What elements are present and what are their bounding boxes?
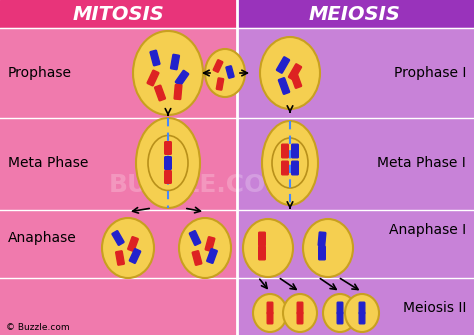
Text: Prophase: Prophase	[8, 66, 72, 80]
FancyBboxPatch shape	[207, 249, 217, 263]
FancyBboxPatch shape	[216, 78, 224, 90]
FancyBboxPatch shape	[282, 144, 288, 158]
Ellipse shape	[323, 294, 357, 332]
FancyBboxPatch shape	[291, 72, 301, 88]
Ellipse shape	[102, 218, 154, 278]
FancyBboxPatch shape	[292, 144, 298, 158]
Ellipse shape	[345, 294, 379, 332]
FancyBboxPatch shape	[190, 231, 201, 245]
Ellipse shape	[283, 294, 317, 332]
Text: Meta Phase: Meta Phase	[8, 156, 88, 170]
FancyBboxPatch shape	[259, 246, 265, 260]
Text: Prophase I: Prophase I	[393, 66, 466, 80]
FancyBboxPatch shape	[213, 60, 223, 72]
FancyBboxPatch shape	[278, 78, 290, 94]
Text: Anaphase: Anaphase	[8, 231, 77, 245]
FancyBboxPatch shape	[155, 85, 165, 101]
FancyBboxPatch shape	[175, 70, 189, 86]
FancyBboxPatch shape	[205, 237, 215, 251]
FancyBboxPatch shape	[150, 50, 160, 66]
Ellipse shape	[260, 37, 320, 109]
Bar	[0, 28, 237, 335]
FancyBboxPatch shape	[226, 66, 234, 78]
Text: Anaphase I: Anaphase I	[389, 223, 466, 237]
FancyBboxPatch shape	[116, 251, 124, 265]
FancyBboxPatch shape	[289, 64, 301, 80]
FancyBboxPatch shape	[337, 312, 343, 324]
FancyBboxPatch shape	[319, 246, 325, 260]
Text: BUZZLE.COM: BUZZLE.COM	[109, 173, 291, 197]
Bar	[0, 0, 237, 28]
Ellipse shape	[179, 218, 231, 278]
FancyBboxPatch shape	[164, 171, 171, 183]
Ellipse shape	[253, 294, 287, 332]
FancyBboxPatch shape	[282, 161, 288, 175]
Text: Meiosis II: Meiosis II	[402, 301, 466, 315]
Ellipse shape	[205, 49, 245, 97]
FancyBboxPatch shape	[337, 302, 343, 314]
FancyBboxPatch shape	[174, 84, 182, 99]
Ellipse shape	[303, 219, 353, 277]
Text: Meta Phase I: Meta Phase I	[377, 156, 466, 170]
FancyBboxPatch shape	[164, 157, 171, 169]
Text: MITOSIS: MITOSIS	[72, 4, 164, 23]
Ellipse shape	[133, 31, 203, 115]
FancyBboxPatch shape	[267, 312, 273, 324]
Bar	[237, 0, 474, 28]
FancyBboxPatch shape	[267, 302, 273, 314]
Bar	[237, 28, 474, 335]
Text: © Buzzle.com: © Buzzle.com	[6, 324, 70, 333]
FancyBboxPatch shape	[192, 251, 202, 265]
FancyBboxPatch shape	[164, 142, 171, 154]
FancyBboxPatch shape	[112, 231, 124, 245]
Ellipse shape	[243, 219, 293, 277]
FancyBboxPatch shape	[297, 312, 303, 324]
FancyBboxPatch shape	[359, 312, 365, 324]
Ellipse shape	[136, 118, 200, 208]
FancyBboxPatch shape	[171, 54, 179, 70]
FancyBboxPatch shape	[128, 237, 138, 251]
FancyBboxPatch shape	[318, 232, 326, 246]
FancyBboxPatch shape	[359, 302, 365, 314]
FancyBboxPatch shape	[297, 302, 303, 314]
FancyBboxPatch shape	[147, 70, 159, 86]
FancyBboxPatch shape	[259, 232, 265, 246]
FancyBboxPatch shape	[276, 57, 290, 73]
Ellipse shape	[262, 121, 318, 205]
FancyBboxPatch shape	[129, 249, 141, 263]
Text: MEIOSIS: MEIOSIS	[309, 4, 401, 23]
FancyBboxPatch shape	[292, 161, 298, 175]
